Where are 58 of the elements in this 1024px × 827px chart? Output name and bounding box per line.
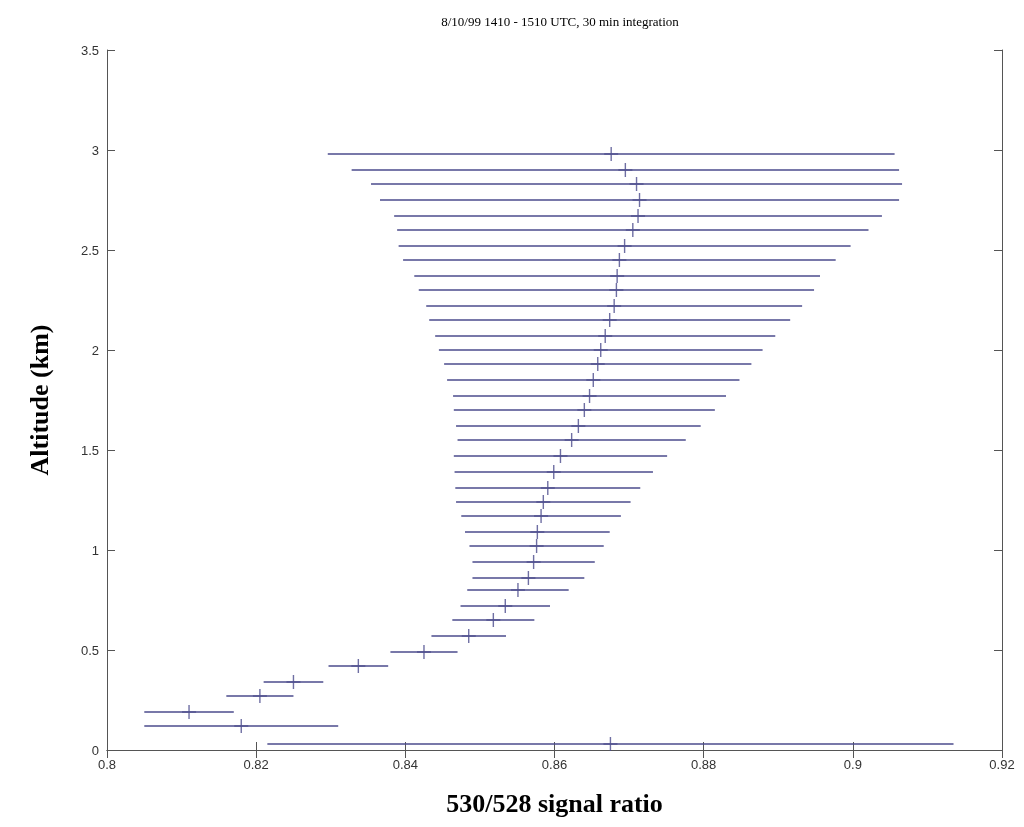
y-tick-label: 0.5: [80, 642, 99, 658]
point: [604, 147, 619, 161]
point: [593, 343, 608, 357]
x-tick-label: 0.82: [243, 757, 269, 772]
point: [534, 509, 549, 523]
point: [586, 373, 601, 387]
point: [526, 555, 541, 569]
x-tick-label: 0.8: [97, 757, 117, 772]
point: [607, 299, 622, 313]
point: [617, 239, 632, 253]
point: [610, 269, 625, 283]
point: [234, 719, 249, 733]
x-axis-title: 530/528 signal ratio: [446, 788, 663, 818]
point: [486, 613, 501, 627]
point: [625, 223, 640, 237]
point: [521, 571, 536, 585]
point: [252, 689, 267, 703]
point: [546, 465, 561, 479]
y-tick-label: 1: [91, 542, 99, 558]
x-tick-label: 0.88: [691, 757, 717, 772]
point: [629, 177, 644, 191]
point: [632, 193, 647, 207]
point: [536, 495, 551, 509]
point: [529, 539, 544, 553]
y-tick-label: 1.5: [80, 442, 99, 458]
point: [416, 645, 431, 659]
point: [631, 209, 646, 223]
point: [498, 599, 513, 613]
chart-title: 8/10/99 1410 - 1510 UTC, 30 min integration: [441, 14, 680, 29]
y-tick-label: 2.5: [80, 242, 99, 258]
y-tick-label: 2: [91, 342, 99, 358]
point: [461, 629, 476, 643]
point: [598, 329, 613, 343]
y-tick-label: 3: [91, 142, 99, 158]
point: [612, 253, 627, 267]
x-tick-label: 0.9: [843, 757, 862, 772]
point: [286, 675, 301, 689]
point: [182, 705, 197, 719]
point: [540, 481, 555, 495]
point: [609, 283, 624, 297]
y-tick-label: 3.5: [80, 42, 99, 58]
point: [590, 357, 605, 371]
point: [530, 525, 545, 539]
point: [351, 659, 366, 673]
point: [618, 163, 633, 177]
point: [602, 313, 617, 327]
y-axis-title: Altitude (km): [24, 324, 54, 476]
point: [510, 583, 525, 597]
point: [553, 449, 568, 463]
x-tick-label: 0.86: [541, 757, 568, 772]
x-tick-label: 0.84: [392, 757, 418, 772]
y-tick-label: 0: [91, 742, 99, 758]
point: [582, 389, 597, 403]
point: [564, 433, 579, 447]
point: [603, 737, 618, 751]
x-tick-label: 0.92: [989, 757, 1015, 772]
point: [577, 403, 592, 417]
point: [571, 419, 586, 433]
